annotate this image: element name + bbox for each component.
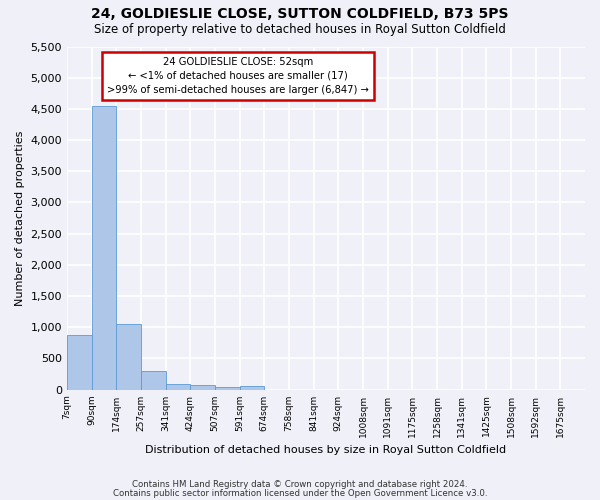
Text: 24 GOLDIESLIE CLOSE: 52sqm
← <1% of detached houses are smaller (17)
>99% of sem: 24 GOLDIESLIE CLOSE: 52sqm ← <1% of deta… — [107, 57, 369, 95]
Bar — [166, 384, 190, 390]
Text: Size of property relative to detached houses in Royal Sutton Coldfield: Size of property relative to detached ho… — [94, 22, 506, 36]
Bar — [239, 386, 265, 390]
Bar — [116, 324, 141, 390]
Bar — [67, 335, 92, 390]
Bar — [141, 372, 166, 390]
Text: Contains HM Land Registry data © Crown copyright and database right 2024.: Contains HM Land Registry data © Crown c… — [132, 480, 468, 489]
Bar — [215, 386, 239, 390]
Bar — [190, 386, 215, 390]
Text: Contains public sector information licensed under the Open Government Licence v3: Contains public sector information licen… — [113, 488, 487, 498]
Y-axis label: Number of detached properties: Number of detached properties — [15, 130, 25, 306]
Bar — [92, 106, 116, 390]
Text: 24, GOLDIESLIE CLOSE, SUTTON COLDFIELD, B73 5PS: 24, GOLDIESLIE CLOSE, SUTTON COLDFIELD, … — [91, 8, 509, 22]
X-axis label: Distribution of detached houses by size in Royal Sutton Coldfield: Distribution of detached houses by size … — [145, 445, 506, 455]
